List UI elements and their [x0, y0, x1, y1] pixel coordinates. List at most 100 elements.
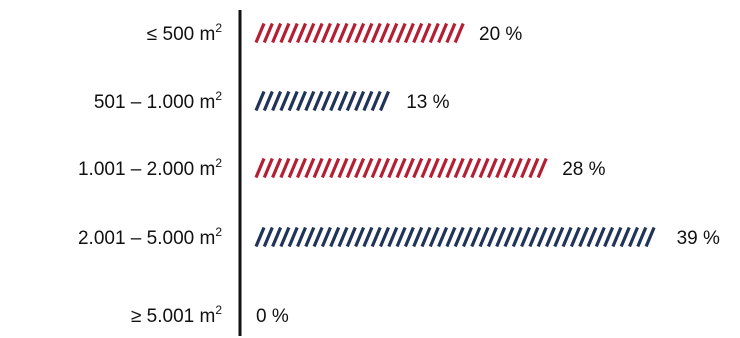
bar-stripe [578, 226, 590, 248]
bar-stripe [370, 226, 382, 248]
bar-stripe [503, 157, 515, 179]
bar-stripe [495, 157, 507, 179]
bar-stripe [304, 22, 316, 44]
category-label-superscript: 2 [215, 303, 222, 317]
bar-stripe [437, 157, 449, 179]
bar-stripe [520, 226, 532, 248]
bar-3 [254, 157, 548, 179]
bar-stripe [254, 157, 266, 179]
bar-stripe [262, 226, 274, 248]
category-label-5: ≥ 5.001 m2 [131, 303, 222, 327]
category-label-text: 501 – 1.000 m [94, 92, 215, 113]
bar-stripe [287, 157, 299, 179]
bar-stripe [611, 226, 623, 248]
bar-stripe [470, 226, 482, 248]
bar-stripe [312, 226, 324, 248]
bar-stripe [420, 226, 432, 248]
bar-stripe [503, 226, 515, 248]
bar-stripe [320, 157, 332, 179]
bar-stripe [370, 90, 382, 112]
bar-stripe [279, 226, 291, 248]
bar-stripe [403, 226, 415, 248]
bar-stripe [304, 90, 316, 112]
bar-stripe [445, 22, 457, 44]
bar-stripe [603, 226, 615, 248]
bar-stripe [636, 226, 648, 248]
bar-stripe [329, 22, 341, 44]
bar-stripe [312, 157, 324, 179]
bar-stripe [395, 226, 407, 248]
bar-stripe [254, 226, 266, 248]
bar-stripe [453, 226, 465, 248]
value-label-4: 39 % [677, 228, 720, 249]
category-label-1: ≤ 500 m2 [147, 21, 223, 45]
bar-stripe [553, 226, 565, 248]
bar-stripe [271, 22, 283, 44]
bar-stripe [337, 157, 349, 179]
category-label-superscript: 2 [215, 225, 222, 239]
bar-stripe [428, 157, 440, 179]
bar-stripe [370, 157, 382, 179]
bar-stripe [287, 90, 299, 112]
bar-stripe [561, 226, 573, 248]
bar-stripe [462, 226, 473, 248]
bar-stripe [412, 157, 424, 179]
value-label-1: 20 % [479, 24, 522, 45]
bar-stripe [437, 226, 449, 248]
bar-stripe [287, 22, 299, 44]
bar-stripe [337, 90, 349, 112]
bar-stripe [362, 226, 374, 248]
bar-stripe [428, 226, 440, 248]
bar-stripe [387, 22, 399, 44]
bar-stripe [262, 90, 274, 112]
bar-stripe [271, 226, 283, 248]
bar-stripe [420, 22, 432, 44]
category-label-text: 1.001 – 2.000 m [78, 159, 215, 180]
category-label-4: 2.001 – 5.000 m2 [78, 225, 222, 249]
bar-stripe [478, 157, 490, 179]
bar-stripe [320, 22, 332, 44]
bar-stripe [395, 157, 407, 179]
bar-stripe [453, 22, 465, 44]
bar-stripe [320, 90, 332, 112]
bar-stripe [354, 90, 366, 112]
bar-stripe [254, 22, 266, 44]
bar-stripe [511, 226, 523, 248]
bar-stripe [486, 157, 498, 179]
bar-stripe [403, 22, 415, 44]
category-label-text: ≥ 5.001 m [131, 306, 215, 327]
bar-stripe [395, 22, 407, 44]
bar-stripe [520, 157, 532, 179]
bar-stripe [296, 157, 307, 179]
bar-stripe [296, 226, 307, 248]
value-label-5: 0 % [256, 306, 289, 327]
bars-group [254, 22, 656, 248]
bar-stripe [345, 226, 357, 248]
bar-stripe [379, 157, 390, 179]
bar-stripe [594, 226, 606, 248]
bar-stripe [279, 90, 291, 112]
bar-stripe [445, 226, 457, 248]
bar-stripe [536, 157, 548, 179]
category-label-superscript: 2 [215, 89, 222, 103]
bar-stripe [329, 157, 341, 179]
bar-4 [254, 226, 656, 248]
bar-stripe [254, 90, 266, 112]
bar-stripe [345, 157, 357, 179]
value-labels-group: 20 % 13 % 28 % 39 % 0 % [256, 24, 720, 327]
bar-stripe [379, 226, 390, 248]
bar-stripe [287, 226, 299, 248]
category-label-2: 501 – 1.000 m2 [94, 89, 222, 113]
value-label-3: 28 % [562, 159, 605, 180]
bar-stripe [387, 226, 399, 248]
bar-stripe [644, 226, 656, 248]
bar-stripe [304, 226, 316, 248]
bar-stripe [428, 22, 440, 44]
category-label-text: 2.001 – 5.000 m [78, 228, 215, 249]
bar-stripe [296, 90, 307, 112]
bar-stripe [362, 90, 374, 112]
category-label-superscript: 2 [215, 21, 222, 35]
bar-stripe [329, 90, 341, 112]
bar-stripe [370, 22, 382, 44]
